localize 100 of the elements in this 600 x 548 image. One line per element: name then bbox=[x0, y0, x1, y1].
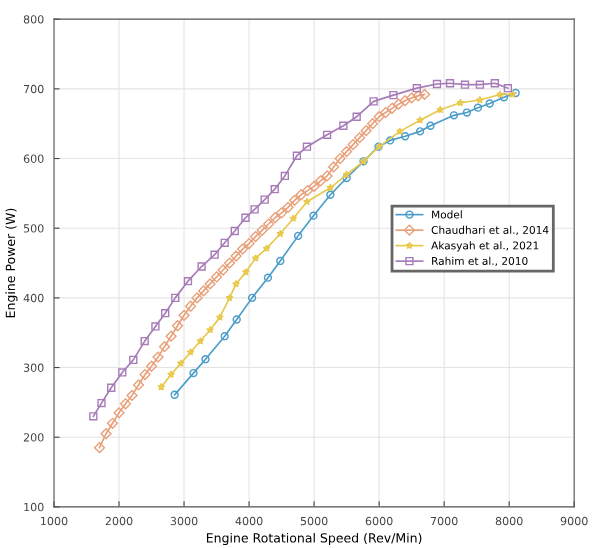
point bbox=[275, 207, 288, 219]
point bbox=[118, 368, 127, 377]
point bbox=[247, 293, 257, 303]
point bbox=[145, 360, 158, 372]
point bbox=[260, 195, 269, 204]
point bbox=[232, 315, 241, 324]
point bbox=[89, 412, 98, 421]
point bbox=[445, 79, 455, 88]
point bbox=[191, 292, 203, 304]
point bbox=[140, 336, 149, 346]
point bbox=[302, 197, 311, 206]
point bbox=[161, 309, 170, 318]
point bbox=[139, 368, 151, 381]
point bbox=[107, 383, 116, 392]
point bbox=[367, 118, 379, 130]
point bbox=[223, 257, 236, 269]
point bbox=[389, 90, 398, 100]
point bbox=[415, 127, 425, 136]
point bbox=[475, 95, 484, 104]
point bbox=[490, 79, 500, 88]
point bbox=[293, 231, 303, 241]
point bbox=[360, 125, 372, 137]
point bbox=[171, 320, 184, 332]
point bbox=[436, 105, 445, 114]
point bbox=[197, 262, 206, 271]
point bbox=[276, 256, 285, 266]
point bbox=[302, 142, 312, 151]
point bbox=[176, 359, 185, 367]
point bbox=[230, 226, 239, 236]
point bbox=[184, 300, 197, 312]
point bbox=[460, 80, 470, 89]
point bbox=[473, 103, 483, 112]
point bbox=[339, 121, 348, 130]
point bbox=[399, 95, 411, 107]
point bbox=[354, 132, 366, 144]
point bbox=[270, 185, 279, 194]
point bbox=[314, 175, 327, 187]
point bbox=[204, 278, 216, 290]
point bbox=[308, 180, 320, 193]
point bbox=[406, 92, 418, 104]
point bbox=[386, 102, 398, 114]
point bbox=[225, 293, 234, 302]
point bbox=[426, 121, 435, 130]
point bbox=[280, 171, 290, 181]
point bbox=[256, 224, 268, 236]
point bbox=[129, 355, 138, 365]
point bbox=[341, 145, 353, 158]
point bbox=[186, 348, 195, 356]
point bbox=[419, 88, 431, 101]
point bbox=[151, 322, 160, 331]
point bbox=[210, 271, 223, 283]
point bbox=[328, 161, 340, 173]
point bbox=[462, 108, 472, 117]
point bbox=[503, 83, 513, 93]
point bbox=[352, 112, 361, 121]
point bbox=[241, 213, 250, 222]
point bbox=[334, 152, 346, 165]
point bbox=[386, 136, 395, 145]
point bbox=[113, 407, 125, 419]
point bbox=[295, 189, 307, 201]
point bbox=[475, 80, 485, 89]
point bbox=[322, 130, 332, 140]
point bbox=[262, 244, 271, 252]
point bbox=[395, 127, 404, 135]
point bbox=[393, 98, 405, 110]
point bbox=[100, 428, 112, 440]
point bbox=[416, 116, 425, 124]
point bbox=[432, 79, 442, 89]
point bbox=[183, 276, 193, 286]
point bbox=[232, 279, 241, 288]
point bbox=[282, 201, 294, 213]
point bbox=[456, 98, 465, 107]
point bbox=[369, 97, 378, 106]
point bbox=[167, 370, 176, 379]
point bbox=[250, 205, 259, 214]
point bbox=[412, 83, 422, 93]
point bbox=[197, 285, 210, 297]
point bbox=[132, 379, 145, 391]
point bbox=[251, 253, 260, 262]
point bbox=[326, 190, 335, 199]
point bbox=[189, 368, 198, 378]
point bbox=[288, 194, 301, 206]
point bbox=[196, 336, 205, 345]
point bbox=[106, 417, 119, 429]
point bbox=[210, 250, 219, 259]
point bbox=[217, 264, 229, 276]
point bbox=[215, 313, 224, 321]
point bbox=[249, 230, 262, 243]
point bbox=[373, 111, 385, 123]
point bbox=[158, 341, 171, 353]
point bbox=[400, 132, 410, 141]
point bbox=[276, 229, 285, 238]
point bbox=[97, 398, 106, 408]
point bbox=[309, 211, 318, 220]
point bbox=[301, 184, 314, 197]
point bbox=[178, 309, 190, 321]
point bbox=[119, 398, 132, 410]
point bbox=[292, 151, 302, 160]
point bbox=[236, 243, 249, 255]
point bbox=[171, 293, 180, 303]
